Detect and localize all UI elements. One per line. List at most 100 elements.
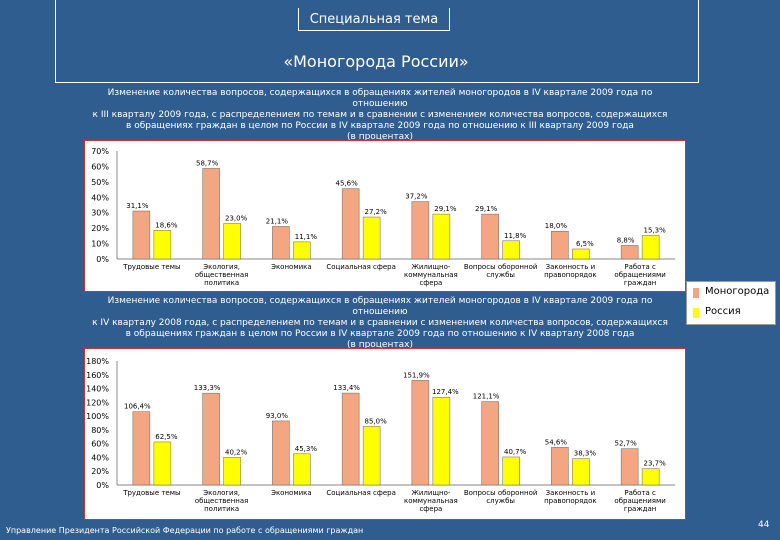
- chart-2: 0% 20% 40% 60% 80% 100% 120% 140% 160% 180% 106,4%…: [86, 357, 675, 513]
- bar-mono: [620, 245, 639, 260]
- bar-mono: [620, 448, 639, 486]
- data-label-mono: 37,2%: [405, 193, 428, 201]
- category-label-line: Законность и: [546, 489, 596, 497]
- y-tick-label: 50%: [91, 178, 109, 187]
- bar-russia: [362, 216, 381, 260]
- data-label-russia: 11,8%: [504, 232, 527, 240]
- category-label: Работа с обращениями граждан: [614, 489, 665, 513]
- data-label-russia: 11,1%: [295, 233, 318, 241]
- legend: Моногорода Россия: [686, 281, 776, 325]
- data-label-mono: 31,1%: [126, 202, 149, 210]
- header-frame: [55, 0, 699, 83]
- data-label-mono: 8,8%: [617, 236, 635, 244]
- data-label-mono: 151,9%: [403, 371, 430, 379]
- category-label-line: коммунальная: [404, 271, 458, 279]
- category-label-line: Работа с: [624, 263, 656, 271]
- category-label-line: коммунальная: [404, 497, 458, 505]
- category-label: Социальная сфера: [326, 489, 396, 497]
- data-label-mono: 21,1%: [266, 217, 289, 225]
- category-label-line: Трудовые темы: [122, 263, 180, 271]
- legend-label-mono: Моногорода: [705, 286, 770, 297]
- y-tick-label: 180%: [86, 357, 109, 366]
- section-tab: Специальная тема: [298, 8, 450, 31]
- bar-russia: [223, 457, 241, 486]
- bar-russia: [293, 453, 311, 486]
- category-label: Вопросы оборонной службы: [464, 489, 538, 505]
- bar-russia: [641, 468, 660, 486]
- category-label-line: Социальная сфера: [326, 263, 396, 271]
- data-label-russia: 27,2%: [365, 208, 388, 216]
- category-label: Работа с обращениями граждан: [614, 263, 665, 287]
- data-label-mono: 133,4%: [333, 384, 360, 392]
- category-label-line: граждан: [624, 279, 656, 287]
- y-tick-label: 40%: [91, 193, 109, 202]
- bar-mono: [132, 411, 151, 486]
- y-tick-label: 80%: [91, 426, 109, 435]
- data-label-mono: 52,7%: [615, 440, 638, 448]
- data-label-russia: 23,7%: [644, 460, 667, 468]
- bar-russia: [502, 456, 520, 486]
- y-tick-label: 30%: [91, 209, 109, 218]
- data-label-russia: 40,7%: [504, 448, 527, 456]
- data-label-mono: 121,1%: [473, 393, 500, 401]
- legend-label-russia: Россия: [705, 306, 741, 317]
- y-tick-label: 100%: [86, 412, 109, 421]
- category-label-line: Вопросы оборонной: [464, 489, 538, 497]
- y-tick-label: 10%: [91, 240, 109, 249]
- legend-swatch-mono: [693, 288, 699, 298]
- category-label-line: обращениями: [614, 497, 665, 505]
- category-label: Жилищно-коммунальная сфера: [404, 489, 458, 513]
- page-title: «Моногорода России»: [283, 52, 469, 71]
- category-label-line: Социальная сфера: [326, 489, 396, 497]
- category-label-line: сфера: [419, 279, 442, 287]
- category-label: Законность и правопорядок: [544, 489, 597, 505]
- data-label-russia: 45,3%: [295, 445, 318, 453]
- bar-russia: [641, 235, 660, 260]
- data-label-mono: 133,3%: [194, 384, 221, 392]
- category-label-line: обращениями: [614, 271, 665, 279]
- bar-mono: [202, 392, 220, 486]
- bar-russia: [432, 213, 451, 260]
- category-label: Социальная сфера: [326, 263, 396, 271]
- y-tick-label: 60%: [91, 440, 109, 449]
- bar-mono: [481, 213, 499, 260]
- category-label-line: Вопросы оборонной: [464, 263, 538, 271]
- category-label-line: общественная: [195, 271, 249, 279]
- bar-mono: [551, 230, 569, 260]
- bar-mono: [341, 392, 360, 486]
- chart-1: 0% 10% 20% 30% 40% 50% 60% 70% 31,1% 18,6% Трудовы…: [91, 147, 675, 287]
- bar-mono: [481, 401, 499, 486]
- footer-text: Управление Президента Российской Федерац…: [6, 526, 364, 535]
- category-label: Экономика: [271, 489, 312, 497]
- data-label-russia: 38,3%: [574, 450, 597, 458]
- legend-swatch-russia: [693, 308, 699, 318]
- category-label: Трудовые темы: [122, 489, 180, 497]
- category-label-line: граждан: [624, 505, 656, 513]
- bar-russia: [153, 441, 172, 486]
- data-label-mono: 18,0%: [545, 222, 568, 230]
- category-label-line: правопорядок: [544, 271, 597, 279]
- bar-mono: [272, 226, 290, 260]
- data-label-mono: 93,0%: [266, 412, 289, 420]
- category-label-line: сфера: [419, 505, 442, 513]
- category-label-line: правопорядок: [544, 497, 597, 505]
- category-label-line: Законность и: [546, 263, 596, 271]
- bar-russia: [293, 241, 311, 260]
- category-label: Экономика: [271, 263, 312, 271]
- bar-russia: [223, 223, 241, 260]
- data-label-russia: 6,5%: [576, 240, 594, 248]
- y-tick-label: 0%: [96, 255, 109, 264]
- data-label-russia: 29,1%: [434, 205, 457, 213]
- bar-mono: [202, 168, 220, 260]
- category-label-line: Экономика: [271, 489, 312, 497]
- category-label-line: Экономика: [271, 263, 312, 271]
- bar-russia: [432, 396, 451, 486]
- category-label: Вопросы оборонной службы: [464, 263, 538, 279]
- bar-mono: [411, 380, 430, 486]
- y-tick-label: 140%: [86, 385, 109, 394]
- category-label-line: службы: [486, 497, 515, 505]
- bar-russia: [572, 248, 590, 260]
- data-label-mono: 45,6%: [336, 180, 359, 188]
- bar-mono: [411, 201, 430, 260]
- bar-mono: [132, 210, 151, 260]
